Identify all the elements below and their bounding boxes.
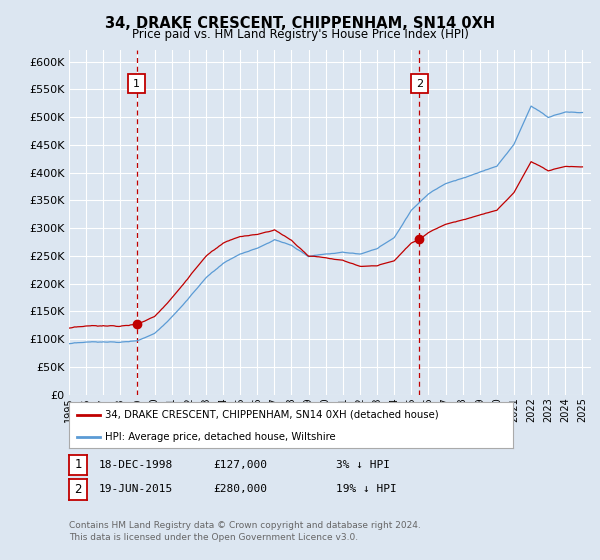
Text: Contains HM Land Registry data © Crown copyright and database right 2024.
This d: Contains HM Land Registry data © Crown c… (69, 521, 421, 542)
Text: 3% ↓ HPI: 3% ↓ HPI (336, 460, 390, 470)
Text: £127,000: £127,000 (213, 460, 267, 470)
FancyBboxPatch shape (128, 74, 145, 93)
Text: 19% ↓ HPI: 19% ↓ HPI (336, 484, 397, 494)
Text: 18-DEC-1998: 18-DEC-1998 (99, 460, 173, 470)
Text: 34, DRAKE CRESCENT, CHIPPENHAM, SN14 0XH (detached house): 34, DRAKE CRESCENT, CHIPPENHAM, SN14 0XH… (104, 410, 438, 420)
FancyBboxPatch shape (411, 74, 428, 93)
Text: 34, DRAKE CRESCENT, CHIPPENHAM, SN14 0XH: 34, DRAKE CRESCENT, CHIPPENHAM, SN14 0XH (105, 16, 495, 31)
Text: 2: 2 (416, 79, 423, 88)
Text: Price paid vs. HM Land Registry's House Price Index (HPI): Price paid vs. HM Land Registry's House … (131, 28, 469, 41)
Text: 1: 1 (133, 79, 140, 88)
Text: HPI: Average price, detached house, Wiltshire: HPI: Average price, detached house, Wilt… (104, 432, 335, 441)
Text: £280,000: £280,000 (213, 484, 267, 494)
Text: 2: 2 (74, 483, 82, 496)
Text: 1: 1 (74, 458, 82, 472)
Text: 19-JUN-2015: 19-JUN-2015 (99, 484, 173, 494)
